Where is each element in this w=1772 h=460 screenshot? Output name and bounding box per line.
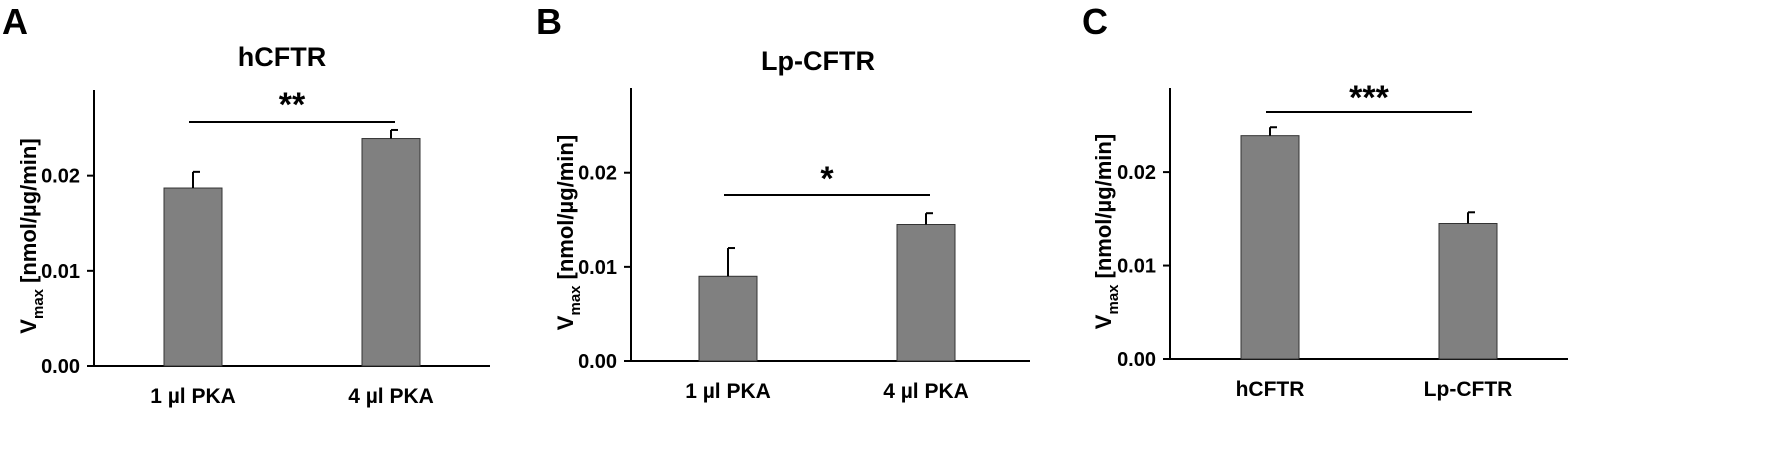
- y-tick-label: 0.02: [1117, 162, 1156, 184]
- y-tick-label: 0.02: [41, 166, 80, 188]
- y-axis-label: Vmax [nmol/µg/min]: [1091, 134, 1122, 329]
- chart-title: Lp-CFTR: [761, 46, 875, 76]
- category-label: 4 µl PKA: [883, 380, 969, 403]
- y-axis-label-sub: max: [567, 285, 584, 316]
- category-label: 4 µl PKA: [348, 385, 434, 408]
- y-tick-label: 0.00: [578, 351, 617, 373]
- category-label: Lp-CFTR: [1424, 378, 1513, 401]
- y-axis-label-main: V: [553, 315, 578, 330]
- panel-letter: B: [536, 1, 562, 42]
- y-axis-label-unit: [nmol/µg/min]: [553, 135, 578, 280]
- y-axis-label-main: V: [1091, 314, 1116, 329]
- category-label: hCFTR: [1236, 378, 1305, 401]
- bar: [1240, 135, 1300, 360]
- y-axis-label-sub: max: [30, 288, 47, 319]
- y-tick-label: 0.01: [1117, 256, 1156, 278]
- chart-title: hCFTR: [238, 42, 326, 72]
- bar: [896, 224, 956, 362]
- y-axis-label: Vmax [nmol/µg/min]: [553, 135, 584, 330]
- panel-letter: A: [2, 1, 28, 42]
- significance-label: **: [279, 86, 306, 124]
- y-tick-label: 0.02: [578, 163, 617, 185]
- panel-letter: C: [1082, 1, 1108, 42]
- y-tick-label: 0.00: [1117, 349, 1156, 371]
- y-axis-label-unit: [nmol/µg/min]: [16, 138, 41, 283]
- y-tick-label: 0.01: [578, 257, 617, 279]
- significance-label: *: [820, 160, 834, 198]
- panel-b: B Lp-CFTR 0.00 0.01 0.02 Vmax [nmol/µg/min] 1 µ…: [536, 1, 1030, 403]
- y-axis-label-main: V: [16, 319, 41, 334]
- y-axis-label: Vmax [nmol/µg/min]: [16, 138, 47, 333]
- y-axis-label-unit: [nmol/µg/min]: [1091, 134, 1116, 279]
- y-axis-label-sub: max: [1105, 284, 1122, 315]
- y-tick-label: 0.00: [41, 356, 80, 378]
- category-label: 1 µl PKA: [150, 385, 236, 408]
- category-label: 1 µl PKA: [685, 380, 771, 403]
- bar: [163, 187, 223, 367]
- bar: [1438, 223, 1498, 360]
- bar: [361, 138, 421, 367]
- significance-label: ***: [1349, 79, 1389, 117]
- panel-c: C 0.00 0.01 0.02 Vmax [nmol/µg/min] hCFTR Lp-CF…: [1082, 1, 1568, 401]
- bar: [698, 275, 758, 362]
- y-tick-label: 0.01: [41, 261, 80, 283]
